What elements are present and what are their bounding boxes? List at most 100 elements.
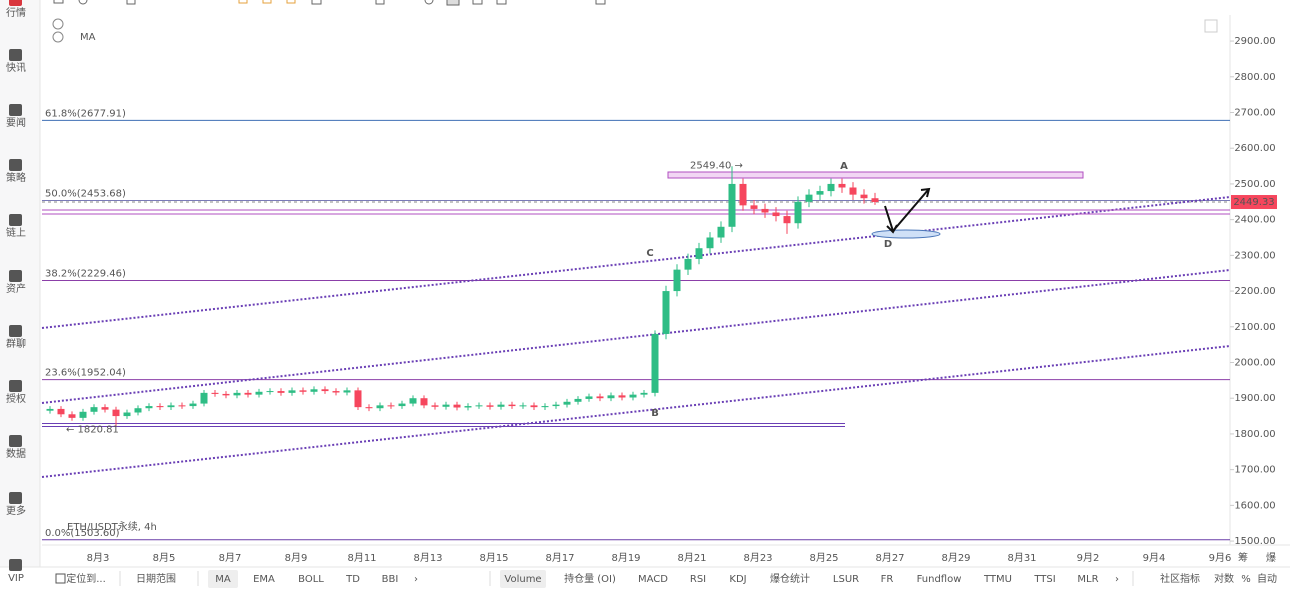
candle-body — [453, 404, 461, 408]
tool-icon[interactable] — [446, 0, 460, 6]
candle-body — [46, 408, 54, 411]
bottom-bar-item[interactable]: 对数 — [1214, 572, 1234, 585]
sidebar-label[interactable]: 资产 — [6, 282, 26, 295]
candle-body — [222, 393, 230, 396]
sidebar-icon[interactable] — [9, 104, 22, 116]
bottom-bar-item[interactable]: MLR — [1077, 574, 1098, 585]
bottom-bar-item[interactable]: EMA — [253, 574, 275, 585]
bottom-bar-item[interactable]: 社区指标 — [1160, 572, 1200, 585]
bottom-bar-item[interactable]: BBI — [382, 574, 399, 585]
candle-body — [343, 390, 351, 393]
watermark: ETH/USDT永续, 4h — [67, 520, 157, 533]
sidebar-label[interactable]: 授权 — [6, 392, 26, 405]
tool-icon[interactable] — [262, 0, 272, 4]
bottom-bar-item[interactable]: › — [414, 574, 418, 585]
sidebar-label[interactable]: 更多 — [6, 504, 26, 517]
sidebar-icon[interactable] — [9, 492, 22, 504]
sidebar-label[interactable]: 策略 — [6, 171, 26, 184]
bottom-bar-item[interactable]: 爆仓统计 — [770, 572, 810, 585]
tool-icon[interactable] — [126, 0, 136, 5]
candle-body — [673, 269, 681, 292]
x-tick-label: 9月4 — [1143, 552, 1166, 564]
candle-body — [706, 237, 714, 249]
sidebar-icon[interactable] — [9, 214, 22, 226]
x-tick-label: 9月6 — [1209, 552, 1232, 564]
collapse-button[interactable] — [52, 31, 64, 43]
tool-icon[interactable] — [375, 0, 385, 5]
axis-button[interactable]: 筹 — [1238, 551, 1248, 564]
locate-icon[interactable] — [55, 573, 66, 584]
sidebar-label[interactable]: 行情 — [6, 6, 26, 19]
sidebar-icon[interactable] — [9, 49, 22, 61]
sidebar-icon[interactable] — [9, 380, 22, 392]
bottom-bar-item[interactable]: KDJ — [729, 574, 746, 585]
sidebar-icon[interactable] — [9, 159, 22, 171]
sidebar-icon[interactable] — [9, 270, 22, 282]
bottom-bar-item[interactable]: 自动 — [1257, 572, 1277, 585]
candle-body — [783, 216, 791, 224]
tool-icon[interactable] — [238, 0, 248, 4]
wave-label: B — [651, 408, 659, 419]
bottom-bar-item[interactable]: LSUR — [833, 574, 859, 585]
bottom-bar-item[interactable]: % — [1241, 574, 1251, 585]
bottom-bar-item[interactable]: 定位到... — [66, 572, 106, 585]
axis-button[interactable]: 爆 — [1266, 552, 1276, 564]
sidebar-label[interactable]: 数据 — [6, 447, 26, 460]
sidebar-label[interactable]: VIP — [8, 573, 24, 584]
x-tick-label: 8月11 — [347, 552, 376, 564]
tool-icon[interactable] — [595, 0, 606, 5]
sidebar-icon[interactable] — [9, 559, 22, 571]
tool-icon[interactable] — [424, 0, 434, 5]
candle-body — [310, 389, 318, 392]
bottom-bar-item[interactable]: TTSI — [1033, 574, 1055, 585]
bottom-bar-item[interactable]: TD — [345, 574, 360, 585]
candle-body — [244, 392, 252, 395]
tool-icon[interactable] — [311, 0, 322, 5]
bottom-bar-item[interactable]: MA — [215, 574, 231, 585]
tool-icon[interactable] — [78, 0, 88, 5]
bottom-bar-item[interactable]: FR — [881, 574, 894, 585]
sidebar-icon[interactable] — [9, 435, 22, 447]
candle-body — [651, 333, 659, 393]
fib-label: 0.0%(1503.60) — [45, 528, 120, 539]
sidebar-label[interactable]: 要闻 — [6, 116, 26, 129]
y-tick-label: 1700.00 — [1234, 465, 1275, 476]
candle-body — [255, 391, 263, 395]
sidebar-icon[interactable] — [9, 0, 22, 6]
y-tick-label: 2700.00 — [1234, 108, 1275, 119]
bottom-bar-item[interactable]: MACD — [638, 574, 668, 585]
candle-body — [871, 198, 879, 203]
candle-body — [354, 390, 362, 408]
bottom-bar-item[interactable]: BOLL — [298, 574, 324, 585]
active-indicator-bg — [500, 570, 546, 588]
sidebar-label[interactable]: 群聊 — [6, 337, 26, 350]
tool-icon[interactable] — [472, 0, 483, 5]
sidebar-label[interactable]: 链上 — [6, 226, 26, 239]
tool-icon[interactable] — [496, 0, 507, 5]
y-tick-label: 2400.00 — [1234, 215, 1275, 226]
candle-body — [68, 414, 76, 418]
expand-button[interactable] — [1204, 19, 1218, 33]
sidebar-icon[interactable] — [9, 325, 22, 337]
collapse-button[interactable] — [52, 18, 64, 30]
bottom-bar-item[interactable]: Fundflow — [917, 574, 962, 585]
bottom-bar-item[interactable]: RSI — [690, 574, 706, 585]
candle-body — [442, 404, 450, 407]
fib-label: 23.6%(1952.04) — [45, 368, 126, 379]
candle-body — [233, 392, 241, 396]
y-tick-label: 2900.00 — [1234, 36, 1275, 47]
bottom-bar-item[interactable]: 日期范围 — [136, 572, 176, 585]
sidebar-label[interactable]: 快讯 — [6, 62, 26, 74]
tool-icon[interactable] — [53, 0, 64, 4]
chart-layer — [42, 119, 1230, 541]
bottom-bar-item[interactable]: TTMU — [983, 574, 1012, 585]
tool-icon[interactable] — [286, 0, 296, 4]
bottom-bar-item[interactable]: 持仓量 (OI) — [564, 572, 616, 585]
bottom-bar-item[interactable]: Volume — [504, 574, 541, 585]
candle-body — [541, 406, 549, 408]
candle-body — [838, 183, 846, 188]
bottom-bar-item[interactable]: › — [1115, 574, 1119, 585]
resistance-zone — [667, 171, 1084, 179]
candle-body — [299, 390, 307, 392]
